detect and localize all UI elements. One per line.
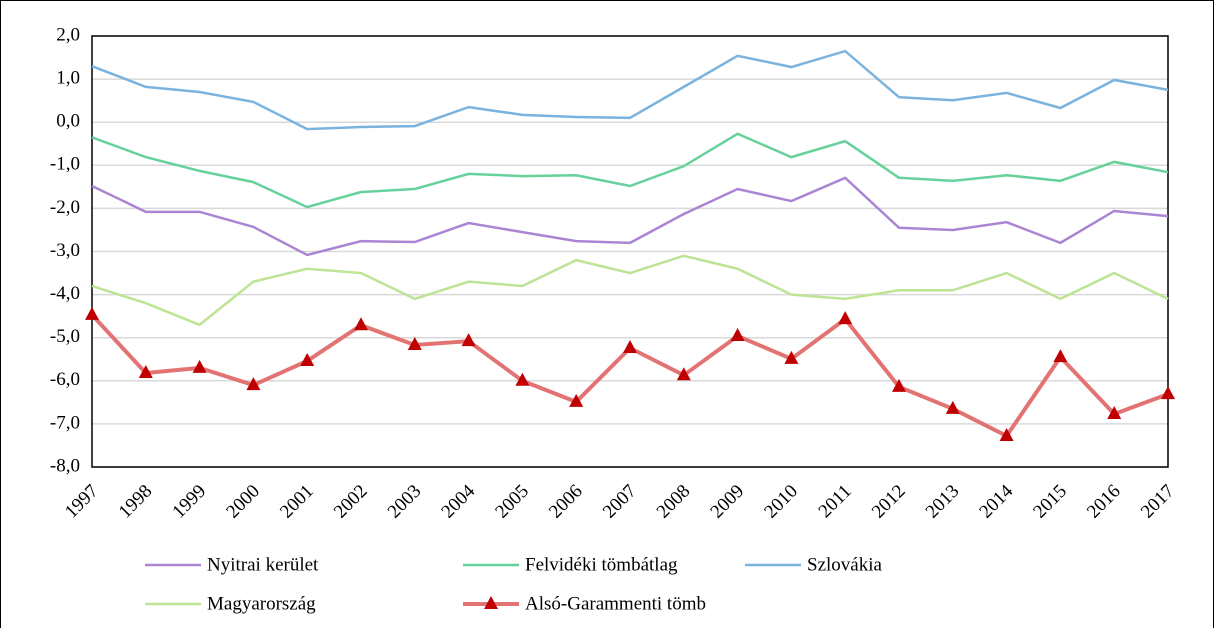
y-tick-label: -4,0	[50, 283, 80, 304]
x-tick-label: 1997	[61, 481, 103, 523]
y-tick-label: -3,0	[50, 240, 80, 261]
y-tick-label: 0,0	[56, 111, 80, 132]
data-point	[999, 427, 1014, 441]
data-point	[838, 311, 853, 325]
x-tick-label: 1999	[168, 481, 210, 523]
legend-label: Magyarország	[207, 593, 316, 614]
x-tick-label: 2003	[384, 481, 426, 523]
x-tick-label: 2015	[1029, 481, 1071, 523]
data-point	[892, 378, 906, 392]
x-tick-label: 2000	[222, 481, 264, 523]
y-tick-label: -2,0	[50, 197, 80, 218]
x-tick-label: 2009	[706, 481, 748, 523]
x-tick-label: 2002	[330, 481, 372, 523]
legend-label: Nyitrai kerület	[207, 554, 319, 575]
x-tick-label: 2007	[599, 481, 641, 523]
legend-label: Szlovákia	[807, 554, 882, 575]
data-point	[300, 352, 315, 366]
x-tick-label: 2006	[545, 481, 587, 523]
legend-label: Alsó-Garammenti tömb	[525, 593, 706, 614]
y-tick-label: 1,0	[56, 67, 80, 88]
plot-border	[91, 35, 1169, 468]
x-tick-label: 2005	[491, 481, 533, 523]
series-line	[91, 176, 1169, 257]
x-tick-label: 2004	[437, 480, 479, 522]
x-tick-label: 2013	[922, 481, 964, 523]
data-point	[1161, 386, 1175, 400]
data-point	[354, 317, 368, 331]
data-point	[569, 393, 584, 407]
data-point	[138, 365, 153, 379]
data-point	[945, 400, 960, 414]
x-tick-label: 2008	[653, 481, 695, 523]
series-line	[91, 132, 1169, 209]
series-line	[91, 254, 1169, 327]
data-point	[623, 340, 637, 354]
data-point	[192, 359, 207, 373]
data-point	[407, 337, 422, 351]
series-line	[90, 313, 1169, 439]
y-tick-label: -5,0	[50, 326, 80, 347]
x-tick-label: 1998	[115, 481, 157, 523]
data-point	[515, 372, 530, 386]
x-tick-label: 2014	[975, 480, 1017, 522]
data-point	[246, 377, 261, 391]
series-line	[91, 49, 1169, 131]
data-point	[461, 333, 476, 347]
data-point	[784, 350, 799, 364]
data-point	[676, 367, 691, 381]
y-tick-label: -6,0	[50, 369, 80, 390]
data-point	[1107, 405, 1122, 419]
data-point	[1053, 349, 1068, 363]
x-tick-label: 2012	[868, 481, 910, 523]
legend-label: Felvidéki tömbátlag	[525, 554, 678, 575]
legend-marker	[484, 596, 498, 609]
x-tick-label: 2010	[760, 481, 802, 523]
y-tick-label: -1,0	[50, 154, 80, 175]
x-tick-label: 2017	[1137, 481, 1179, 523]
y-tick-label: 2,0	[56, 24, 80, 45]
data-point	[85, 306, 99, 320]
y-tick-label: -7,0	[50, 412, 80, 433]
y-tick-label: -8,0	[50, 455, 80, 476]
x-tick-label: 2016	[1083, 481, 1125, 523]
x-tick-label: 2001	[276, 481, 318, 523]
data-point	[730, 327, 745, 341]
x-tick-label: 2011	[815, 481, 856, 522]
